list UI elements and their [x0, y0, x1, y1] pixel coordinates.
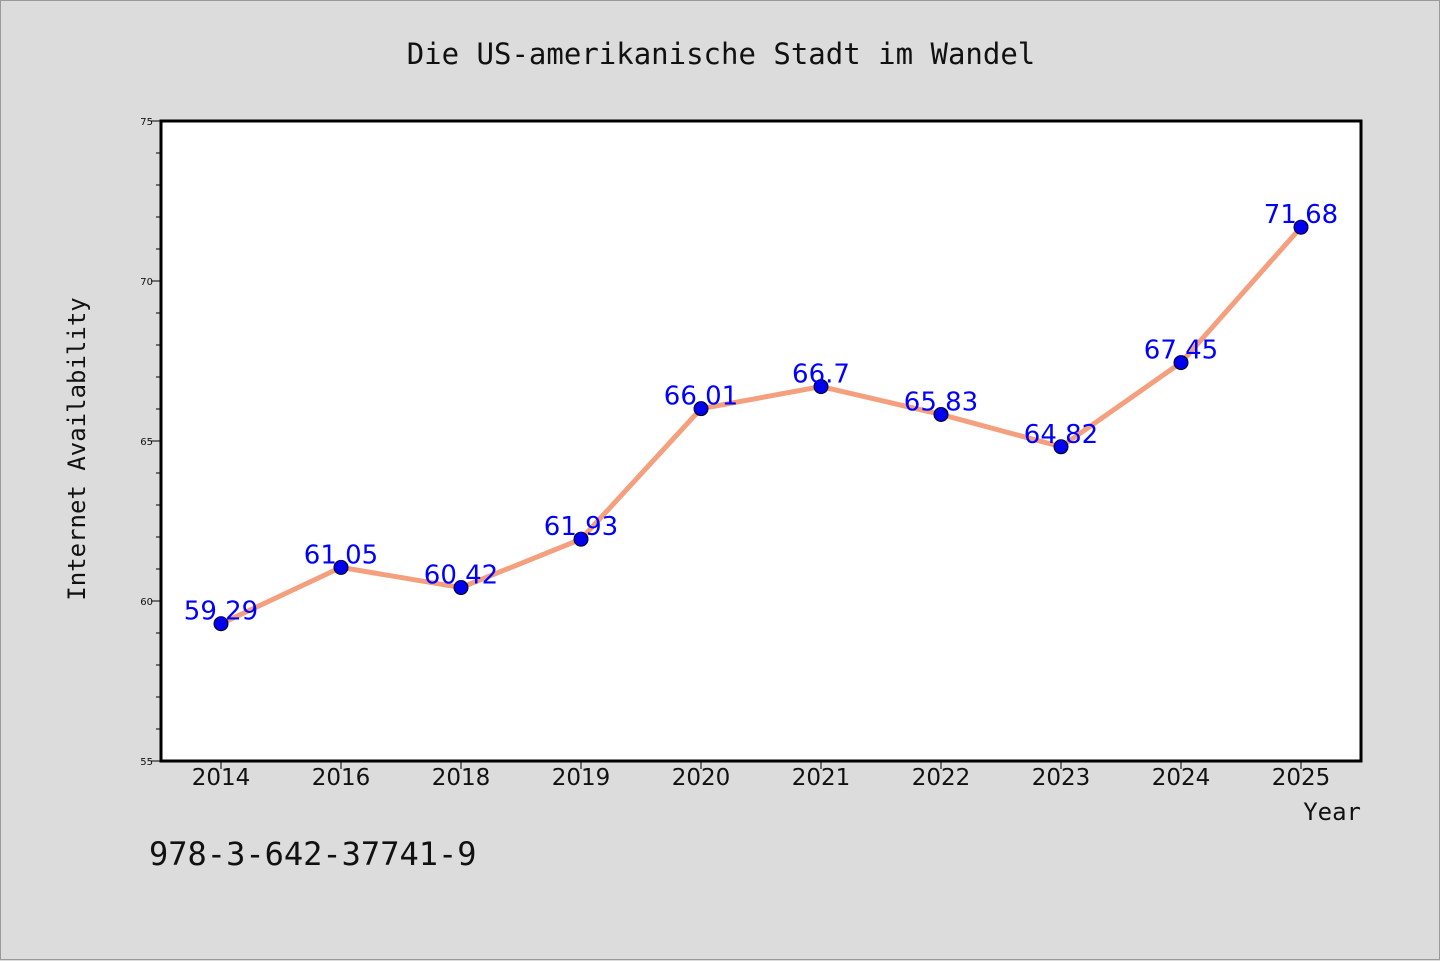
y-tick-label: 55	[140, 757, 153, 768]
x-tick-label: 2016	[312, 765, 371, 791]
data-label: 60.42	[424, 561, 498, 591]
x-axis-title: Year	[1303, 798, 1361, 826]
isbn-text: 978-3-642-37741-9	[149, 835, 477, 873]
y-tick-label: 70	[140, 277, 153, 288]
x-tick-label: 2014	[192, 765, 251, 791]
data-point	[333, 559, 349, 575]
plot-area	[161, 121, 1361, 761]
x-tick-label: 2019	[552, 765, 611, 791]
y-tick-label: 65	[140, 437, 153, 448]
x-tick-label: 2025	[1272, 765, 1331, 791]
data-label: 71.68	[1264, 200, 1338, 230]
x-tick-label: 2023	[1032, 765, 1091, 791]
data-label: 67.45	[1144, 336, 1218, 366]
data-point	[213, 616, 229, 632]
data-point	[573, 531, 589, 547]
data-label: 59.29	[184, 597, 258, 627]
data-point	[453, 580, 469, 596]
y-tick-label: 75	[140, 117, 153, 128]
x-axis: 2014 2016 2018 2019 2020 2021 2022 2023 2024 2025	[192, 761, 1331, 791]
y-axis-title: Internet Availability	[63, 297, 91, 600]
data-point	[813, 379, 829, 395]
data-point	[1173, 355, 1189, 371]
y-tick-label: 60	[140, 597, 153, 608]
data-label: 66.7	[792, 360, 850, 390]
data-point	[1053, 439, 1069, 455]
y-axis: 55 60 65 70 75	[140, 117, 161, 768]
data-label: 65.83	[904, 387, 978, 417]
data-point	[933, 406, 949, 422]
series-line	[218, 224, 1304, 627]
data-label: 64.82	[1024, 420, 1098, 450]
x-tick-label: 2021	[792, 765, 851, 791]
data-label: 66.01	[664, 382, 738, 412]
chart-title: Die US-amerikanische Stadt im Wandel	[407, 37, 1036, 71]
data-point	[1293, 219, 1309, 235]
plot-frame	[159, 119, 1363, 763]
data-label: 61.93	[544, 512, 618, 542]
data-labels: 59.29 61.05 60.42 61.93 66.01 66.7 65.83 64.82 6…	[184, 200, 1338, 626]
x-tick-label: 2020	[672, 765, 731, 791]
x-tick-label: 2022	[912, 765, 971, 791]
data-point	[693, 401, 709, 417]
x-tick-label: 2024	[1152, 765, 1211, 791]
x-tick-label: 2018	[432, 765, 491, 791]
series-markers	[213, 219, 1309, 632]
data-label: 61.05	[304, 540, 378, 570]
